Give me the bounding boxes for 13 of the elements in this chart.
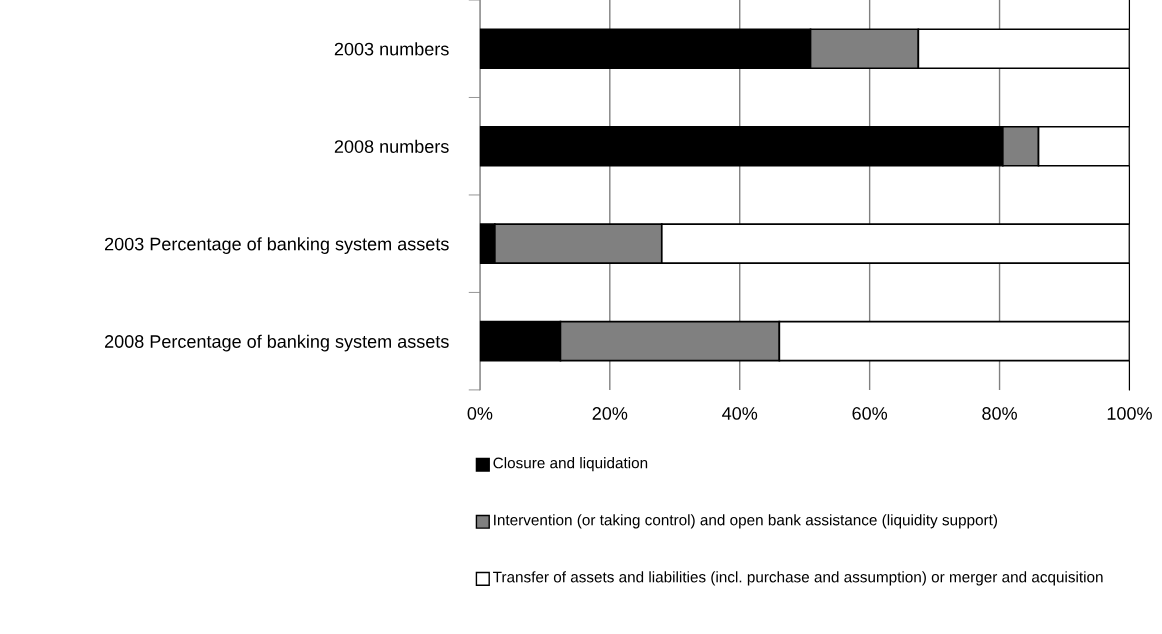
x-tick-label: 20% xyxy=(592,407,628,420)
legend-label: Closure and liquidation xyxy=(493,457,648,472)
x-tick-label: 100% xyxy=(1107,407,1152,420)
legend-label: Transfer of assets and liabilities (incl. purchase and assumption) or merger and acquisition xyxy=(493,571,1103,586)
y-tick-label: 2008 Percentage of banking system assets xyxy=(105,334,449,352)
x-tick-label: 60% xyxy=(852,407,888,420)
x-tick-label: 40% xyxy=(722,407,758,420)
y-tick-label: 2003 Percentage of banking system assets xyxy=(105,237,449,254)
x-tick-label: 80% xyxy=(982,407,1017,420)
x-tick-label: 0% xyxy=(467,407,493,420)
legend-label: Intervention (or taking control) and open bank assistance (liquidity support) xyxy=(494,514,998,529)
y-tick-label: 2008 numbers xyxy=(334,139,449,153)
y-tick-label: 2003 numbers xyxy=(334,42,449,56)
